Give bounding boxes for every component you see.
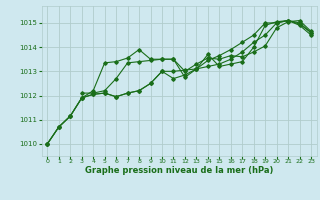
X-axis label: Graphe pression niveau de la mer (hPa): Graphe pression niveau de la mer (hPa) [85, 166, 273, 175]
